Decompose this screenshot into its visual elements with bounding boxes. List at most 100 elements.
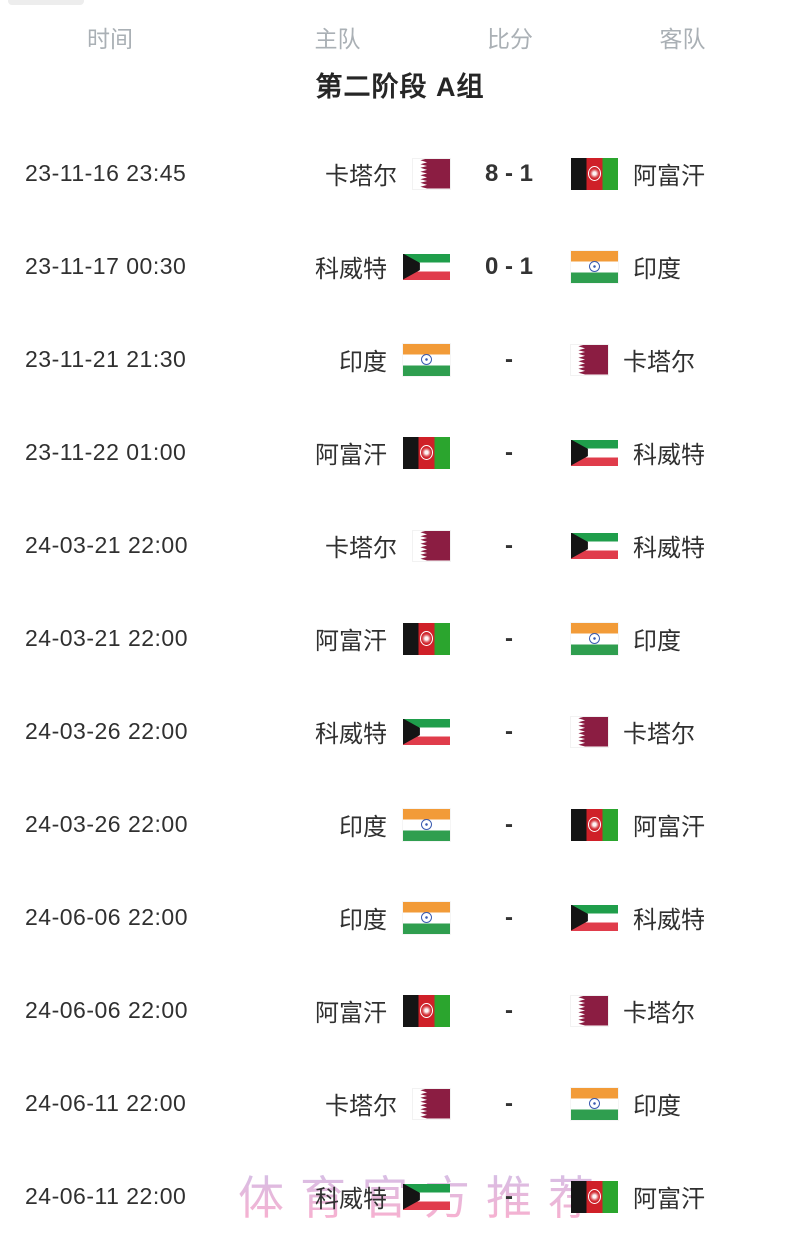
match-list: 23-11-16 23:45 卡塔尔 8 - 1 阿富汗 23-11-17 00… [0,127,800,1243]
home-team-name: 印度 [339,814,387,841]
match-time: 24-03-21 22:00 [25,625,189,651]
away-team-cell: 印度 [568,1086,800,1121]
table-header: 时间 主队 比分 客队 [0,0,800,64]
away-team-name: 卡塔尔 [623,721,695,748]
match-score: - [505,438,513,466]
flag-qatar-icon [413,530,450,561]
away-team-name: 科威特 [633,535,705,562]
home-team-name: 阿富汗 [315,628,387,655]
flag-afghanistan-icon [403,622,450,655]
flag-india-icon [571,622,618,655]
away-team-name: 科威特 [633,442,705,469]
flag-afghanistan-icon [571,1180,618,1213]
home-team-name: 科威特 [315,256,387,283]
home-team-name: 印度 [339,907,387,934]
home-team-cell: 卡塔尔 [300,1086,450,1121]
match-row[interactable]: 24-06-11 22:00 卡塔尔 - 印度 [0,1057,800,1150]
home-team-name: 阿富汗 [315,1000,387,1027]
flag-afghanistan-icon [571,157,618,190]
away-team-name: 阿富汗 [633,1186,705,1213]
flag-afghanistan-icon [403,436,450,469]
home-team-cell: 印度 [300,807,450,842]
away-team-name: 卡塔尔 [623,1000,695,1027]
match-score: - [505,624,513,652]
away-team-cell: 阿富汗 [568,807,800,842]
column-header-home: 主队 [314,26,361,52]
flag-qatar-icon [571,995,608,1026]
match-row[interactable]: 24-06-06 22:00 阿富汗 - 卡塔尔 [0,964,800,1057]
column-header-away: 客队 [659,26,706,52]
top-edge-artifact [8,0,84,5]
column-header-score: 比分 [487,26,533,52]
away-team-cell: 阿富汗 [568,1179,800,1214]
home-team-cell: 阿富汗 [300,435,450,470]
match-time: 24-03-26 22:00 [25,811,189,837]
away-team-cell: 印度 [568,621,800,656]
home-team-cell: 科威特 [300,249,450,284]
flag-qatar-icon [413,158,450,189]
flag-kuwait-icon [403,718,450,745]
home-team-cell: 印度 [300,900,450,935]
flag-qatar-icon [571,344,608,375]
away-team-name: 印度 [633,256,681,283]
flag-kuwait-icon [403,1183,450,1210]
away-team-name: 科威特 [633,907,705,934]
flag-qatar-icon [413,1088,450,1119]
match-score: - [505,810,513,838]
flag-india-icon [403,901,450,934]
match-time: 24-06-11 22:00 [25,1090,187,1116]
away-team-name: 阿富汗 [633,814,705,841]
flag-afghanistan-icon [571,808,618,841]
home-team-cell: 卡塔尔 [300,528,450,563]
away-team-cell: 科威特 [568,435,800,470]
match-row[interactable]: 24-03-26 22:00 印度 - 阿富汗 [0,778,800,871]
away-team-cell: 阿富汗 [568,156,800,191]
match-time: 23-11-22 01:00 [25,439,187,465]
match-score: - [505,717,513,745]
match-row[interactable]: 23-11-16 23:45 卡塔尔 8 - 1 阿富汗 [0,127,800,220]
match-score: - [505,903,513,931]
home-team-name: 科威特 [315,721,387,748]
away-team-name: 印度 [633,1093,681,1120]
flag-kuwait-icon [403,253,450,280]
match-row[interactable]: 23-11-17 00:30 科威特 0 - 1 印度 [0,220,800,313]
match-row[interactable]: 24-06-11 22:00 科威特 - 阿富汗 [0,1150,800,1243]
flag-india-icon [403,808,450,841]
match-score: 8 - 1 [484,159,534,187]
match-score: 0 - 1 [484,252,534,280]
flag-kuwait-icon [571,532,618,559]
away-team-cell: 卡塔尔 [568,342,800,377]
away-team-cell: 科威特 [568,528,800,563]
away-team-cell: 印度 [568,249,800,284]
match-row[interactable]: 24-03-21 22:00 卡塔尔 - 科威特 [0,499,800,592]
match-score: - [505,345,513,373]
home-team-cell: 科威特 [300,1179,450,1214]
match-row[interactable]: 24-06-06 22:00 印度 - 科威特 [0,871,800,964]
home-team-name: 阿富汗 [315,442,387,469]
flag-kuwait-icon [571,439,618,466]
flag-india-icon [571,250,618,283]
match-score: - [505,531,513,559]
home-team-cell: 阿富汗 [300,993,450,1028]
match-time: 24-03-26 22:00 [25,718,189,744]
flag-afghanistan-icon [403,994,450,1027]
match-time: 24-06-06 22:00 [25,904,189,930]
match-time: 23-11-16 23:45 [25,160,187,186]
home-team-name: 卡塔尔 [325,1093,397,1120]
match-row[interactable]: 23-11-21 21:30 印度 - 卡塔尔 [0,313,800,406]
match-row[interactable]: 24-03-26 22:00 科威特 - 卡塔尔 [0,685,800,778]
column-header-time: 时间 [87,26,133,52]
away-team-name: 阿富汗 [633,163,705,190]
match-row[interactable]: 24-03-21 22:00 阿富汗 - 印度 [0,592,800,685]
home-team-cell: 科威特 [300,714,450,749]
match-score: - [505,1182,513,1210]
flag-india-icon [403,343,450,376]
group-title: 第二阶段 A组 [315,72,485,102]
home-team-cell: 印度 [300,342,450,377]
match-time: 24-03-21 22:00 [25,532,189,558]
match-score: - [505,1089,513,1117]
away-team-cell: 卡塔尔 [568,714,800,749]
match-row[interactable]: 23-11-22 01:00 阿富汗 - 科威特 [0,406,800,499]
flag-qatar-icon [571,716,608,747]
